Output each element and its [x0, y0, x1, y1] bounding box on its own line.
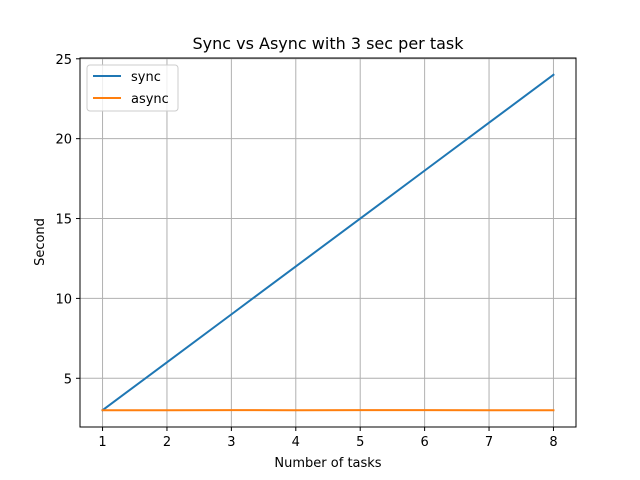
- x-tick-label: 8: [549, 435, 557, 450]
- grid: [80, 58, 576, 427]
- x-tick-label: 4: [292, 435, 300, 450]
- y-axis-ticks: 5 10 15 20 25: [55, 53, 80, 387]
- x-tick-label: 1: [98, 435, 106, 450]
- legend: sync async: [86, 64, 179, 112]
- y-tick-label: 10: [55, 292, 72, 307]
- legend-label-async: async: [131, 92, 169, 107]
- y-tick-label: 25: [55, 53, 72, 68]
- x-axis-ticks: 1 2 3 4 5 6 7 8: [98, 427, 558, 450]
- legend-label-sync: sync: [131, 70, 161, 85]
- chart-title: Sync vs Async with 3 sec per task: [192, 34, 464, 53]
- series-layer: [101, 73, 555, 412]
- x-tick-label: 5: [356, 435, 364, 450]
- y-tick-label: 20: [55, 133, 72, 148]
- y-tick-label: 5: [64, 372, 72, 387]
- x-tick-label: 6: [420, 435, 428, 450]
- x-tick-label: 2: [163, 435, 171, 450]
- series-line-sync: [101, 73, 555, 412]
- x-tick-label: 7: [485, 435, 493, 450]
- plot-frame: [79, 57, 577, 428]
- y-axis-label: Second: [33, 218, 48, 266]
- x-axis-label: Number of tasks: [274, 456, 381, 471]
- y-tick-label: 15: [55, 213, 72, 228]
- x-tick-label: 3: [227, 435, 235, 450]
